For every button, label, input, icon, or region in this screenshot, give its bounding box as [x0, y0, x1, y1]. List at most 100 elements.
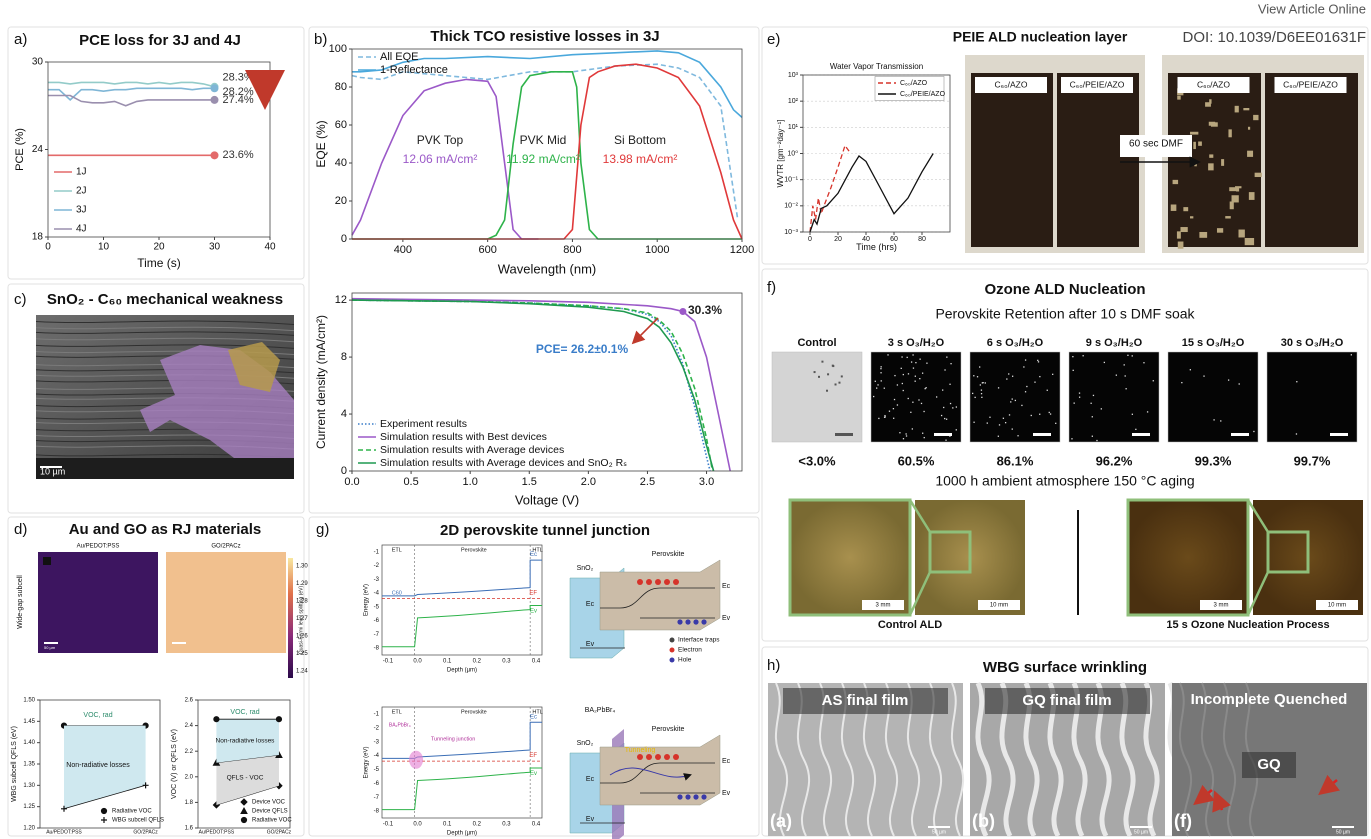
speck	[1008, 373, 1009, 374]
x-tick-label: GO/2PACz	[267, 829, 292, 835]
annotation: VOC, rad	[83, 712, 112, 719]
y-tick-label: 10²	[788, 98, 799, 105]
speck	[1079, 392, 1080, 393]
y-tick-label: 2.6	[185, 698, 194, 704]
speck	[893, 418, 894, 419]
legend-label: All EQE	[380, 51, 419, 63]
speck	[1096, 440, 1097, 441]
speck	[897, 404, 898, 405]
speck	[1203, 375, 1204, 376]
speck	[903, 374, 904, 375]
scale-bar	[928, 826, 950, 828]
y-tick-label: 1.8	[185, 800, 194, 806]
x-axis-label: Time (hrs)	[856, 242, 897, 252]
hole	[677, 794, 682, 799]
y-tick-label: 4	[341, 408, 347, 420]
damage	[1247, 151, 1253, 157]
speck	[1253, 431, 1254, 432]
speck	[1038, 361, 1039, 362]
speck	[1074, 402, 1075, 403]
sample	[971, 73, 1053, 247]
damage	[1238, 230, 1244, 238]
legend-label: C₆₀/PEIE/AZO	[900, 91, 946, 98]
y-axis-label: Energy (eV)	[364, 584, 370, 616]
scale-label: 50 µm	[1134, 829, 1148, 835]
x-tick-label: 80	[918, 236, 926, 243]
hole	[685, 619, 690, 624]
y-tick-label: 2.0	[185, 774, 194, 780]
speck	[1021, 405, 1022, 406]
x-tick-label: 20	[834, 236, 842, 243]
hole	[701, 794, 706, 799]
speck	[889, 411, 890, 412]
speck	[1023, 366, 1024, 367]
y-tick-label: 10⁻¹	[784, 177, 798, 184]
photo-caption: 15 s Ozone Nucleation Process	[1166, 619, 1329, 631]
image-caption: GQ final film	[1022, 692, 1111, 709]
image-caption: Incomplete Quenched	[1191, 691, 1348, 708]
speck	[880, 366, 881, 367]
end-point	[211, 96, 219, 104]
y-tick-label: -7	[374, 632, 380, 638]
y-tick-label: 10³	[788, 72, 799, 79]
y-axis-label: PCE (%)	[14, 128, 26, 171]
legend-label: 1J	[76, 167, 87, 178]
sample-name: 30 s O₃/H₂O	[1281, 337, 1344, 349]
marker	[214, 717, 219, 722]
hole	[685, 794, 690, 799]
speck	[921, 403, 922, 404]
speck	[977, 376, 978, 377]
speck	[910, 412, 911, 413]
damage	[1253, 115, 1258, 120]
speck	[881, 380, 882, 381]
damage	[1243, 108, 1249, 110]
x-tick-label: 800	[563, 244, 581, 256]
end-point	[211, 84, 219, 92]
y-tick-label: 100	[329, 43, 347, 55]
band-label: Ev	[530, 609, 537, 615]
legend-label: Electron	[678, 647, 702, 654]
speck	[1055, 423, 1056, 424]
x-tick-label: 30	[209, 242, 221, 253]
speck	[912, 354, 913, 355]
band-label: EF	[529, 591, 537, 597]
speck	[821, 361, 823, 363]
damage	[1235, 106, 1239, 113]
legend-label: C₆₀/AZO	[900, 80, 928, 87]
speck	[907, 357, 908, 358]
header-link[interactable]: View Article Online	[1258, 1, 1366, 16]
doi: DOI: 10.1039/D6EE01631F	[1183, 29, 1366, 46]
panel-label: b)	[314, 31, 327, 48]
electron	[637, 754, 643, 760]
speck	[814, 371, 816, 373]
x-tick-label: 0.3	[502, 822, 511, 828]
speck	[1003, 418, 1004, 419]
schematic-label: Ev	[722, 790, 731, 797]
annotation: Si Bottom	[614, 133, 666, 147]
speck	[908, 398, 909, 399]
speck	[974, 397, 975, 398]
speck	[1090, 403, 1091, 404]
y-tick-label: -1	[374, 549, 380, 555]
speck	[915, 381, 916, 382]
scale-label: 10 mm	[1328, 603, 1346, 609]
speck	[1047, 390, 1048, 391]
legend-label: 1-Reflectance	[380, 64, 448, 76]
speck	[873, 396, 874, 397]
speck	[899, 432, 900, 433]
map-title: Au/PEDOT:PSS	[77, 544, 120, 550]
schematic-label: Ec	[586, 776, 595, 783]
photo-label: C₆₀/AZO	[995, 79, 1028, 89]
x-tick-label: 0.0	[413, 659, 422, 665]
x-tick-label: 0.4	[532, 822, 541, 828]
y-tick-label: -7	[374, 795, 380, 801]
speck	[1127, 355, 1128, 356]
panel-title: Au and GO as RJ materials	[69, 521, 262, 538]
speck	[1025, 359, 1026, 360]
damage	[1245, 238, 1254, 245]
legend-label: Experiment results	[380, 418, 467, 430]
y-tick-label: -4	[374, 591, 380, 597]
y-tick-label: 2.2	[185, 749, 194, 755]
electron	[664, 579, 670, 585]
panel-title: PCE loss for 3J and 4J	[79, 32, 241, 49]
